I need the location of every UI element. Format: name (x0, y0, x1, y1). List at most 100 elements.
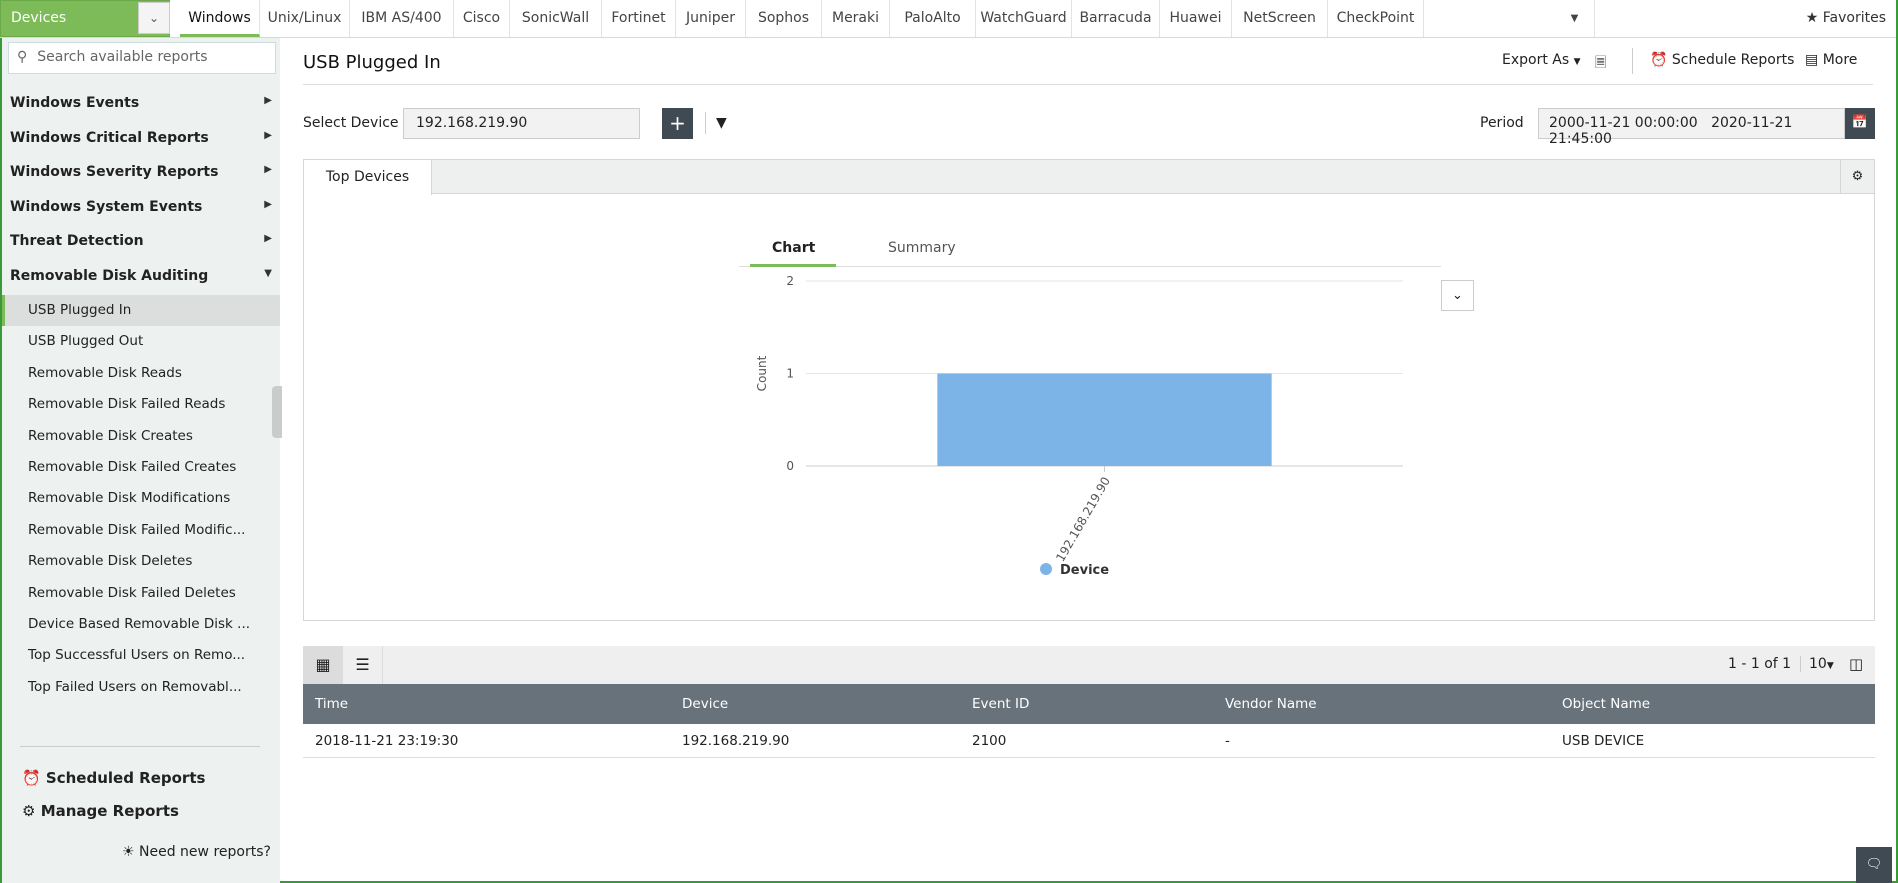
need-new-reports-link[interactable]: ☀ Need new reports? (122, 844, 271, 860)
sidebar-item[interactable]: Removable Disk Failed Deletes (28, 584, 236, 601)
sidebar-collapse-handle[interactable] (272, 386, 282, 438)
y-tick-label: 1 (786, 367, 794, 381)
sidebar-item[interactable]: Top Successful Users on Remo... (28, 647, 246, 664)
vendor-tab-checkpoint[interactable]: CheckPoint (1328, 0, 1424, 37)
tab-summary[interactable]: Summary (888, 240, 956, 256)
tab-top-devices[interactable]: Top Devices (304, 160, 432, 195)
bar (937, 373, 1272, 466)
search-placeholder: Search available reports (37, 49, 208, 65)
chevron-down-icon[interactable]: ⌄ (138, 2, 170, 34)
column-settings-icon[interactable]: ◫ (1849, 655, 1864, 673)
sidebar-item[interactable]: Removable Disk Failed Modific... (28, 521, 246, 538)
more-button[interactable]: ▤ More (1805, 52, 1857, 68)
y-tick-label: 0 (786, 459, 794, 473)
device-type-label: Devices (11, 10, 67, 26)
gear-icon[interactable]: ⚙ (1840, 160, 1874, 194)
scheduled-reports-label: Scheduled Reports (45, 769, 206, 787)
sidebar-item[interactable]: Top Failed Users on Removabl... (28, 678, 242, 695)
table-row: 2018-11-21 23:19:30 192.168.219.90 2100 - US… (303, 724, 1875, 758)
star-icon: ★ (1805, 10, 1819, 26)
caret-right-icon: ▶ (264, 164, 272, 176)
vendor-tab-huawei[interactable]: Huawei (1160, 0, 1232, 37)
search-input[interactable]: ⚲ Search available reports (8, 42, 276, 74)
vendor-tab-watchguard[interactable]: WatchGuard (976, 0, 1072, 37)
manage-reports-label: Manage Reports (40, 802, 179, 820)
sidebar-item[interactable]: Device Based Removable Disk ... (28, 616, 251, 632)
chat-icon[interactable]: 🗨 (1856, 847, 1892, 883)
column-header[interactable]: Vendor Name (1225, 696, 1317, 712)
column-header[interactable]: Event ID (972, 696, 1030, 712)
table-header: Time Device Event ID Vendor Name Object Name (303, 684, 1875, 724)
sidebar-group-label: Threat Detection (10, 233, 144, 250)
table-cell: 2100 (972, 733, 1007, 749)
search-icon: ⚲ (17, 49, 28, 65)
vendor-tab-paloalto[interactable]: PaloAlto (890, 0, 976, 37)
select-device-label: Select Device (303, 115, 399, 131)
more-vendors-caret-icon[interactable]: ▼ (1555, 0, 1595, 37)
scheduled-reports-link[interactable]: ⏰ Scheduled Reports (22, 769, 205, 787)
sidebar-group[interactable]: Windows Critical Reports ▶ (10, 130, 272, 146)
device-input[interactable]: 192.168.219.90 (403, 108, 640, 139)
favorites-button[interactable]: ★ Favorites (1806, 10, 1886, 26)
need-new-reports-label: Need new reports? (139, 844, 271, 860)
table-toolbar: ▦ ☰ 1 - 1 of 1 10▼ ◫ (303, 646, 1875, 684)
caret-right-icon: ▶ (264, 198, 272, 210)
divider (739, 266, 1441, 267)
column-header[interactable]: Device (682, 696, 729, 712)
sidebar-group[interactable]: Windows Severity Reports ▶ (10, 164, 272, 180)
sidebar-group[interactable]: Windows System Events ▶ (10, 199, 272, 215)
more-label: More (1822, 52, 1858, 68)
vendor-tab-sophos[interactable]: Sophos (746, 0, 822, 37)
vendor-tab-netscreen[interactable]: NetScreen (1232, 0, 1328, 37)
list-view-icon[interactable]: ☰ (343, 646, 383, 684)
caret-right-icon: ▶ (264, 233, 272, 245)
page-title: USB Plugged In (303, 52, 441, 73)
sidebar-item[interactable]: Removable Disk Failed Creates (28, 459, 237, 475)
sidebar-item[interactable]: USB Plugged Out (28, 333, 144, 350)
gear-icon: ⚙ (22, 802, 36, 820)
filter-icon[interactable]: ▼ (705, 112, 727, 134)
period-input[interactable]: 2000-11-21 00:00:00 2020-11-21 21:45:00 (1538, 108, 1845, 147)
page-size-select[interactable]: 10▼ (1800, 656, 1834, 672)
vendor-tab-ibm-as-400[interactable]: IBM AS/400 (350, 0, 454, 37)
divider (303, 84, 1873, 85)
page-size-value: 10 (1809, 656, 1827, 672)
sidebar-group[interactable]: Windows Events ▶ (10, 95, 272, 111)
vendor-tab-cisco[interactable]: Cisco (454, 0, 510, 37)
vendor-tab-windows[interactable]: Windows (180, 0, 260, 37)
sidebar-item[interactable]: Removable Disk Deletes (28, 553, 193, 570)
y-tick-label: 2 (786, 274, 794, 288)
chart-options-chevron-icon[interactable]: ⌄ (1441, 280, 1474, 311)
column-header[interactable]: Object Name (1562, 696, 1651, 712)
report-history-icon[interactable]: 🗏 (1595, 55, 1607, 71)
period-from: 2000-11-21 00:00:00 (1549, 115, 1698, 131)
sidebar-group-label: Windows Critical Reports (10, 129, 209, 146)
period-to: 2020-11-21 21:45:00 (1549, 115, 1793, 147)
sidebar-item[interactable]: Removable Disk Failed Reads (28, 396, 226, 413)
table-view-icon[interactable]: ▦ (303, 646, 343, 684)
sidebar-item[interactable]: Removable Disk Modifications (28, 490, 231, 507)
alarm-clock-icon: ⏰ (22, 769, 41, 787)
vendor-tab-barracuda[interactable]: Barracuda (1072, 0, 1160, 37)
vendor-tab-meraki[interactable]: Meraki (822, 0, 890, 37)
vendor-tab-unix-linux[interactable]: Unix/Linux (260, 0, 350, 37)
table-cell: - (1225, 733, 1230, 749)
manage-reports-link[interactable]: ⚙ Manage Reports (22, 802, 179, 820)
sidebar-group[interactable]: Removable Disk Auditing ▼ (10, 268, 272, 284)
calendar-icon[interactable]: 📅 (1845, 108, 1875, 139)
vendor-tab-sonicwall[interactable]: SonicWall (510, 0, 602, 37)
vendor-tab-fortinet[interactable]: Fortinet (602, 0, 676, 37)
vendor-tab-juniper[interactable]: Juniper (676, 0, 746, 37)
sidebar-item[interactable]: Removable Disk Reads (28, 364, 182, 381)
sidebar-group[interactable]: Threat Detection ▶ (10, 233, 272, 249)
sidebar-item[interactable]: Removable Disk Creates (28, 427, 193, 444)
caret-down-icon: ▼ (1573, 57, 1581, 67)
column-header[interactable]: Time (315, 696, 349, 712)
sidebar-item[interactable]: USB Plugged In (2, 295, 280, 326)
pagination-info: 1 - 1 of 1 (1728, 656, 1792, 672)
schedule-reports-button[interactable]: ⏰ Schedule Reports (1650, 52, 1794, 68)
export-as-button[interactable]: Export As ▼ (1502, 52, 1581, 68)
tab-chart[interactable]: Chart (772, 240, 816, 256)
add-device-button[interactable]: + (662, 108, 693, 139)
